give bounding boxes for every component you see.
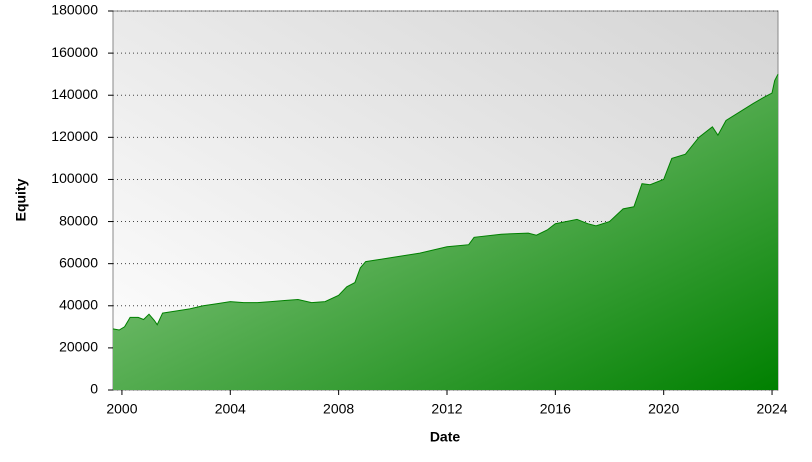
x-tick-label: 2024: [756, 401, 787, 417]
y-tick-label: 140000: [51, 86, 98, 102]
x-tick-label: 2004: [215, 401, 246, 417]
y-tick-label: 0: [90, 381, 98, 397]
x-tick-label: 2016: [540, 401, 571, 417]
y-tick-label: 80000: [59, 212, 98, 228]
x-tick-label: 2012: [431, 401, 462, 417]
y-tick-label: 160000: [51, 44, 98, 60]
x-tick-label: 2008: [323, 401, 354, 417]
y-tick-label: 120000: [51, 128, 98, 144]
x-axis-title: Date: [430, 429, 461, 445]
area: [113, 74, 778, 390]
y-tick-label: 100000: [51, 170, 98, 186]
x-tick-label: 2000: [106, 401, 137, 417]
y-tick-label: 40000: [59, 296, 98, 312]
x-tick-label: 2020: [648, 401, 679, 417]
y-tick-label: 20000: [59, 339, 98, 355]
y-tick-label: 180000: [51, 2, 98, 18]
y-tick-label: 60000: [59, 254, 98, 270]
line: [112, 73, 779, 331]
y-axis-title: Equity: [13, 178, 29, 221]
